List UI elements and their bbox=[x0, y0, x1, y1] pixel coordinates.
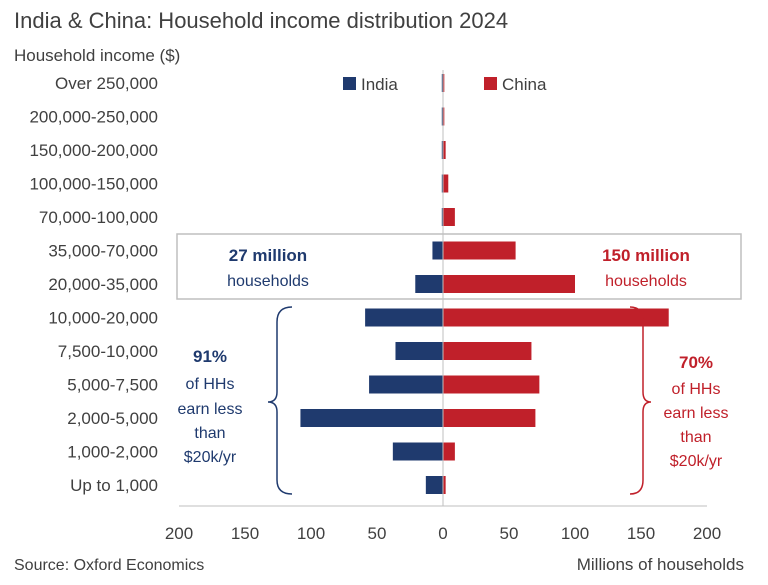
china-share-line-2: earn less bbox=[664, 405, 729, 422]
category-label: 70,000-100,000 bbox=[39, 208, 158, 227]
bar-india bbox=[392, 442, 443, 461]
bar-india bbox=[441, 208, 443, 226]
bar-china bbox=[443, 275, 575, 293]
y-axis-label: Household income ($) bbox=[14, 46, 180, 65]
legend: India China bbox=[343, 75, 547, 94]
category-label: 5,000-7,500 bbox=[67, 376, 158, 395]
bar-china bbox=[443, 208, 455, 226]
india-share-line-4: $20k/yr bbox=[184, 449, 237, 466]
india-share-value: 91% bbox=[193, 347, 227, 366]
china-share-value: 70% bbox=[679, 353, 713, 372]
bar-india bbox=[300, 409, 443, 427]
bar-india bbox=[441, 141, 443, 159]
chart-title: India & China: Household income distribu… bbox=[14, 8, 508, 33]
bar-india bbox=[395, 342, 443, 360]
bar-china bbox=[443, 375, 540, 394]
x-tick-label: 50 bbox=[500, 524, 519, 543]
bar-china bbox=[443, 74, 445, 92]
category-label: 20,000-35,000 bbox=[48, 275, 158, 294]
category-label: Over 250,000 bbox=[55, 74, 158, 93]
china-share-line-1: of HHs bbox=[672, 381, 721, 398]
india-brace bbox=[267, 306, 293, 495]
bar-india bbox=[365, 308, 443, 327]
category-label: 1,000-2,000 bbox=[67, 443, 158, 462]
category-label: 200,000-250,000 bbox=[29, 108, 158, 127]
highlight-box bbox=[176, 233, 742, 300]
legend-swatch-india bbox=[343, 77, 356, 90]
x-tick-label: 100 bbox=[297, 524, 325, 543]
bar-india bbox=[369, 375, 443, 394]
bar-china bbox=[443, 241, 516, 260]
category-label: Up to 1,000 bbox=[70, 476, 158, 495]
bar-india bbox=[415, 275, 443, 293]
category-labels: Over 250,000 200,000-250,000 150,000-200,0… bbox=[29, 74, 158, 495]
bar-china bbox=[443, 107, 445, 126]
x-tick-label: 150 bbox=[627, 524, 655, 543]
category-label: 7,500-10,000 bbox=[58, 342, 158, 361]
x-tick-label: 50 bbox=[368, 524, 387, 543]
bar-china bbox=[443, 442, 455, 461]
x-axis-ticks: 200 150 100 50 0 50 100 150 200 bbox=[165, 70, 721, 543]
category-label: 100,000-150,000 bbox=[29, 175, 158, 194]
china-share-line-3: than bbox=[680, 429, 711, 446]
legend-label-china: China bbox=[502, 75, 547, 94]
china-box-text: households bbox=[605, 273, 687, 290]
india-share-line-2: earn less bbox=[178, 401, 243, 418]
x-tick-label: 0 bbox=[438, 524, 447, 543]
legend-swatch-china bbox=[484, 77, 497, 90]
bar-china bbox=[443, 409, 536, 427]
china-box-value: 150 million bbox=[602, 246, 690, 265]
bar-china bbox=[443, 174, 449, 193]
category-label: 35,000-70,000 bbox=[48, 242, 158, 261]
bar-india bbox=[425, 476, 443, 494]
bar-china bbox=[443, 342, 532, 360]
x-tick-label: 100 bbox=[561, 524, 589, 543]
source-note: Source: Oxford Economics bbox=[14, 557, 204, 574]
bar-china bbox=[443, 308, 669, 327]
china-brace bbox=[629, 306, 652, 495]
bar-china bbox=[443, 141, 446, 159]
x-tick-label: 200 bbox=[165, 524, 193, 543]
x-axis-label: Millions of households bbox=[577, 555, 744, 574]
legend-label-india: India bbox=[361, 75, 398, 94]
category-label: 150,000-200,000 bbox=[29, 141, 158, 160]
category-label: 2,000-5,000 bbox=[67, 409, 158, 428]
india-share-line-3: than bbox=[194, 425, 225, 442]
bar-china bbox=[443, 476, 446, 494]
india-box-value: 27 million bbox=[229, 246, 307, 265]
bar-india bbox=[441, 74, 443, 92]
china-share-line-4: $20k/yr bbox=[670, 453, 723, 470]
bar-india bbox=[441, 107, 443, 126]
x-tick-label: 200 bbox=[693, 524, 721, 543]
bar-india bbox=[432, 241, 443, 260]
x-tick-label: 150 bbox=[231, 524, 259, 543]
india-box-text: households bbox=[227, 273, 309, 290]
bar-india bbox=[441, 174, 443, 193]
category-label: 10,000-20,000 bbox=[48, 309, 158, 328]
bars bbox=[300, 74, 669, 494]
india-share-line-1: of HHs bbox=[186, 376, 235, 393]
